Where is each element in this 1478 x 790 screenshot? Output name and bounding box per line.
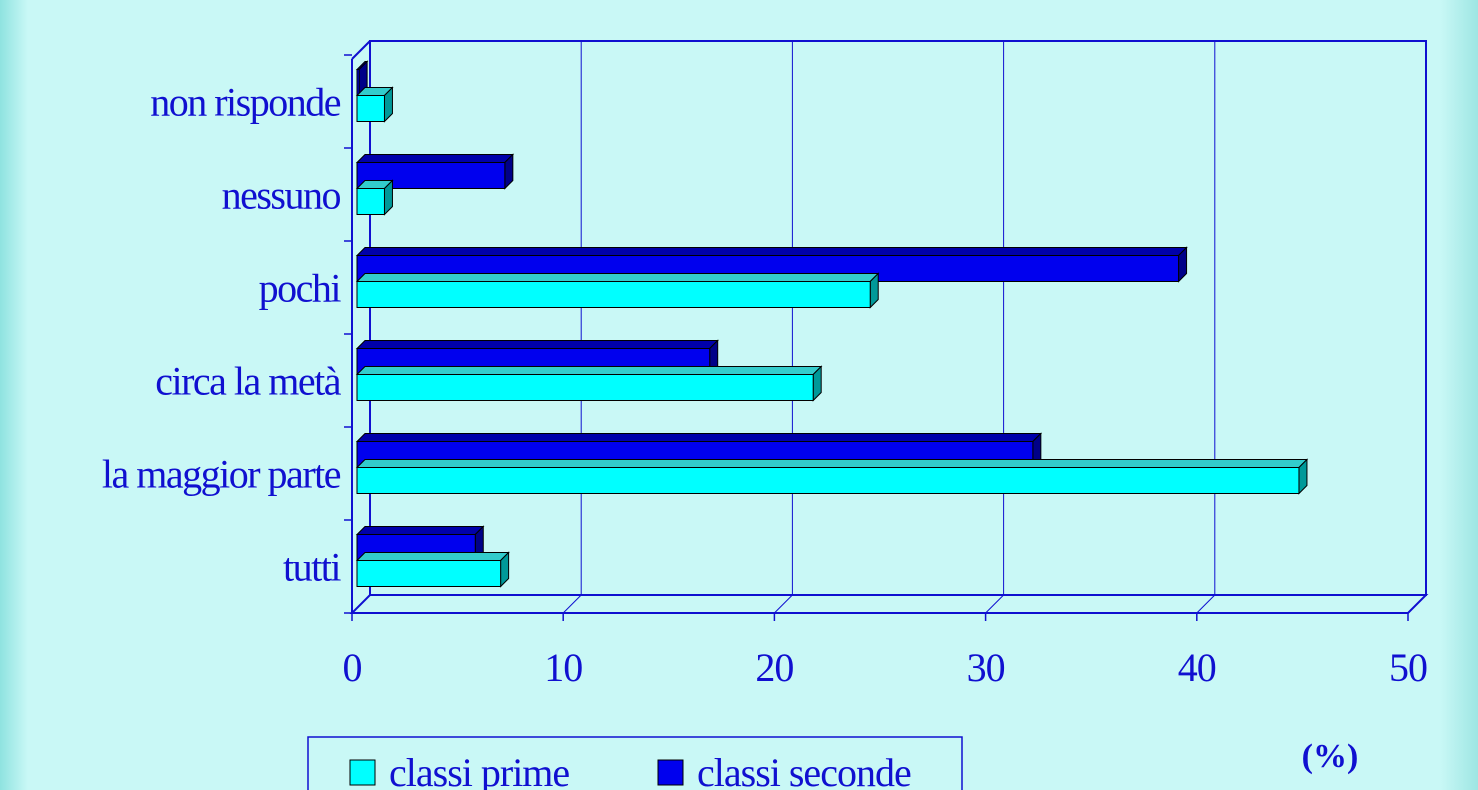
bar-classi-prime-tutti-front [356,560,502,587]
legend-swatch-classi-prime [349,759,376,786]
x-tick-label-40: 40 [1178,645,1216,690]
plot-area [349,40,1429,614]
bar-classi-prime-nessuno-front [356,188,385,215]
legend: classi prime classi seconde [307,736,963,790]
side-wall-top [351,40,371,60]
x-tick-label-10: 10 [544,645,582,690]
legend-box [307,736,963,790]
bar-classi-seconde-la-maggior-parte-top [355,433,1043,442]
bar-classi-prime-circa-la-meta [355,365,823,402]
category-label-pochi: pochi [259,266,342,311]
floor-gridline-30 [985,594,1004,614]
bar-classi-seconde-nessuno-top [355,154,515,163]
bar-classi-prime-tutti [355,551,510,588]
back-wall [369,40,1427,596]
bar-classi-prime-la-maggior-parte-top [355,459,1309,468]
bars [355,60,1309,588]
legend-label-classi-prime: classi prime [389,750,569,790]
bar-classi-prime-la-maggior-parte-front [356,467,1300,494]
gridlines [351,41,1427,621]
bar-classi-prime-la-maggior-parte [355,458,1309,495]
x-tick-labels: 0 10 20 30 40 50 [343,645,1429,690]
bar-classi-seconde-tutti-top [355,526,485,535]
category-label-la-maggior-parte: la maggior parte [102,452,341,497]
bar-classi-seconde-non-risponde-front [356,69,360,96]
floor-gridline-40 [1196,594,1216,614]
floor [349,594,1429,614]
bar-classi-prime-tutti-top [355,552,510,561]
legend-label-classi-seconde: classi seconde [697,750,911,790]
bar-classi-seconde-pochi-top [355,247,1188,256]
floor-gridline-50 [1407,594,1427,614]
bar-classi-prime-circa-la-meta-front [356,374,814,401]
x-tick-label-30: 30 [967,645,1005,690]
category-labels: tutti la maggior parte circa la metà pochi n… [102,80,343,590]
category-label-non-risponde: non risponde [150,80,341,125]
bar-classi-prime-pochi-front [356,281,871,308]
axes [344,54,352,614]
category-label-nessuno: nessuno [222,173,341,218]
x-tick-label-20: 20 [755,645,793,690]
category-label-tutti: tutti [283,545,341,590]
bar-classi-prime-nessuno [355,179,394,216]
bar-classi-prime-circa-la-meta-top [355,366,823,375]
floor-gridline-0 [351,594,371,614]
category-label-circa-la-meta: circa la metà [155,359,342,404]
bar-classi-seconde-circa-la-meta-top [355,340,719,349]
x-tick-label-50: 50 [1389,645,1427,690]
bar-classi-prime-non-risponde-front [356,95,385,122]
bar-classi-prime-pochi [355,272,880,309]
x-tick-label-0: 0 [343,645,362,690]
unit-label: (%) [1302,738,1359,775]
floor-gridline-10 [562,594,582,614]
bar-classi-prime-non-risponde [355,86,394,123]
bar-classi-prime-pochi-top [355,273,880,282]
legend-swatch-classi-seconde [657,759,684,786]
floor-gridline-20 [774,594,793,614]
